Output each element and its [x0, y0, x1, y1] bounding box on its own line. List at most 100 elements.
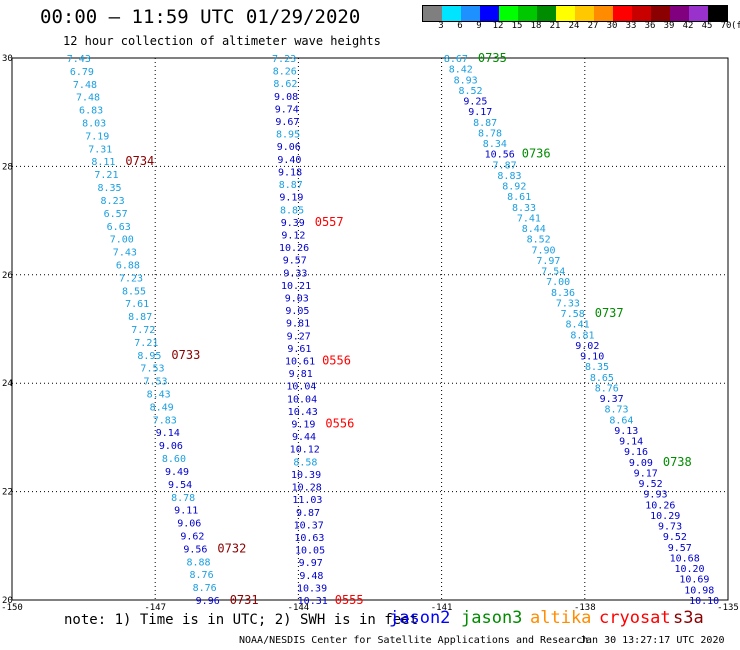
satellite-label-altika: altika — [530, 608, 592, 628]
wave-height-value: 8.62 — [273, 79, 297, 90]
wave-height-value: 9.11 — [174, 506, 198, 517]
legend-label: 6 — [457, 21, 463, 31]
wave-height-value: 9.18 — [278, 167, 302, 178]
wave-height-value: 9.02 — [575, 341, 599, 352]
legend-swatch — [461, 6, 480, 21]
legend-swatch — [670, 6, 689, 21]
wave-height-value: 8.93 — [454, 75, 478, 86]
wave-height-value: 7.21 — [134, 338, 158, 349]
wave-height-value: 7.87 — [493, 160, 517, 171]
wave-height-value: 8.95 — [137, 351, 161, 362]
wave-height-value: 7.00 — [110, 235, 134, 246]
wave-height-value: 9.52 — [663, 532, 687, 543]
legend-swatch — [708, 6, 727, 21]
pass-time-label: 0734 — [125, 154, 154, 168]
wave-height-value: 8.73 — [604, 405, 628, 416]
wave-height-value: 9.06 — [159, 441, 183, 452]
wave-height-value: 9.56 — [183, 544, 207, 555]
wave-height-value: 9.13 — [614, 426, 638, 437]
wave-height-value: 9.57 — [668, 543, 692, 554]
legend-swatch — [613, 6, 632, 21]
pass-time-label: 0732 — [217, 541, 246, 555]
legend-label: 33 — [625, 21, 637, 31]
wave-height-value: 8.78 — [171, 493, 195, 504]
legend-label: 12 — [492, 21, 504, 31]
legend-swatch — [442, 6, 461, 21]
legend-swatch — [556, 6, 575, 21]
legend-label: 21 — [549, 21, 561, 31]
wave-height-value: 9.03 — [285, 293, 309, 304]
wave-height-value: 8.64 — [609, 415, 633, 426]
wave-height-value: 10.12 — [290, 445, 320, 456]
wave-height-value: 6.88 — [116, 260, 140, 271]
pass-time-label: 0737 — [595, 306, 624, 320]
wave-height-value: 9.73 — [658, 522, 682, 533]
pass-time-label: 0556 — [325, 417, 354, 431]
wave-height-value: 10.39 — [291, 470, 321, 481]
wave-height-value: 8.88 — [186, 557, 210, 568]
wave-height-value: 9.96 — [196, 596, 220, 607]
wave-height-value: 7.21 — [94, 170, 118, 181]
wave-height-value: 9.81 — [289, 369, 313, 380]
wave-height-value: 9.97 — [299, 558, 323, 569]
note-text: note: 1) Time is in UTC; 2) SWH is in fe… — [64, 612, 419, 628]
wave-height-value: 8.78 — [478, 128, 502, 139]
legend-label: 30 — [606, 21, 618, 31]
wave-height-value: 9.39 — [281, 218, 305, 229]
wave-height-value: 9.05 — [285, 306, 309, 317]
wave-height-value: 8.76 — [190, 570, 214, 581]
legend-swatch — [594, 6, 613, 21]
wave-height-value: 10.68 — [670, 553, 700, 564]
wave-height-value: 8.85 — [280, 205, 304, 216]
wave-height-value: 9.52 — [639, 479, 663, 490]
wave-height-value: 7.58 — [561, 309, 585, 320]
pass-time-label: 0557 — [315, 215, 344, 229]
y-tick-label: 30 — [2, 54, 13, 64]
x-tick-label: -141 — [431, 603, 453, 613]
wave-height-value: 7.97 — [536, 256, 560, 267]
wave-height-value: 7.43 — [67, 54, 91, 65]
legend-label: 3 — [438, 21, 444, 31]
wave-height-value: 10.04 — [286, 382, 316, 393]
wave-height-value: 8.35 — [585, 362, 609, 373]
wave-height-value: 10.63 — [294, 533, 324, 544]
wave-height-value: 9.62 — [180, 531, 204, 542]
legend-label: 42 — [682, 21, 694, 31]
wave-height-value: 9.93 — [643, 490, 667, 501]
wave-height-value: 8.34 — [483, 139, 507, 150]
wave-height-value: 8.76 — [193, 583, 217, 594]
x-tick-label: -147 — [144, 603, 166, 613]
x-tick-label: -144 — [288, 603, 310, 613]
wave-height-value: 10.28 — [292, 483, 322, 494]
footer-timestamp: Jan 30 13:27:17 UTC 2020 — [580, 635, 725, 646]
wave-height-value: 8.65 — [590, 373, 614, 384]
pass-time-label: 0556 — [322, 354, 351, 368]
wave-height-value: 10.26 — [279, 243, 309, 254]
wave-height-value: 7.61 — [125, 299, 149, 310]
wave-height-value: 10.20 — [674, 564, 704, 575]
wave-height-value: 8.33 — [512, 203, 536, 214]
map-frame — [11, 57, 729, 601]
wave-height-value: 8.26 — [273, 67, 297, 78]
wave-height-value: 9.27 — [287, 331, 311, 342]
wave-height-value: 10.69 — [679, 575, 709, 586]
wave-height-value: 10.29 — [650, 511, 680, 522]
wave-height-value: 8.76 — [595, 383, 619, 394]
pass-time-label: 0733 — [171, 348, 200, 362]
wave-height-value: 8.55 — [122, 286, 146, 297]
satellite-label-jason2: jason2 — [389, 608, 451, 628]
wave-height-value: 10.31 — [298, 596, 328, 607]
x-tick-label: -138 — [574, 603, 596, 613]
wave-height-value: 8.42 — [449, 65, 473, 76]
wave-height-value: 9.25 — [463, 97, 487, 108]
wave-height-value: 9.49 — [165, 467, 189, 478]
legend-swatch — [689, 6, 708, 21]
wave-height-value: 8.95 — [276, 130, 300, 141]
wave-height-value: 10.98 — [684, 585, 714, 596]
wave-height-value: 9.54 — [168, 480, 192, 491]
wave-height-value: 7.83 — [153, 415, 177, 426]
wave-height-value: 8.43 — [147, 390, 171, 401]
x-tick-label: -150 — [1, 603, 23, 613]
